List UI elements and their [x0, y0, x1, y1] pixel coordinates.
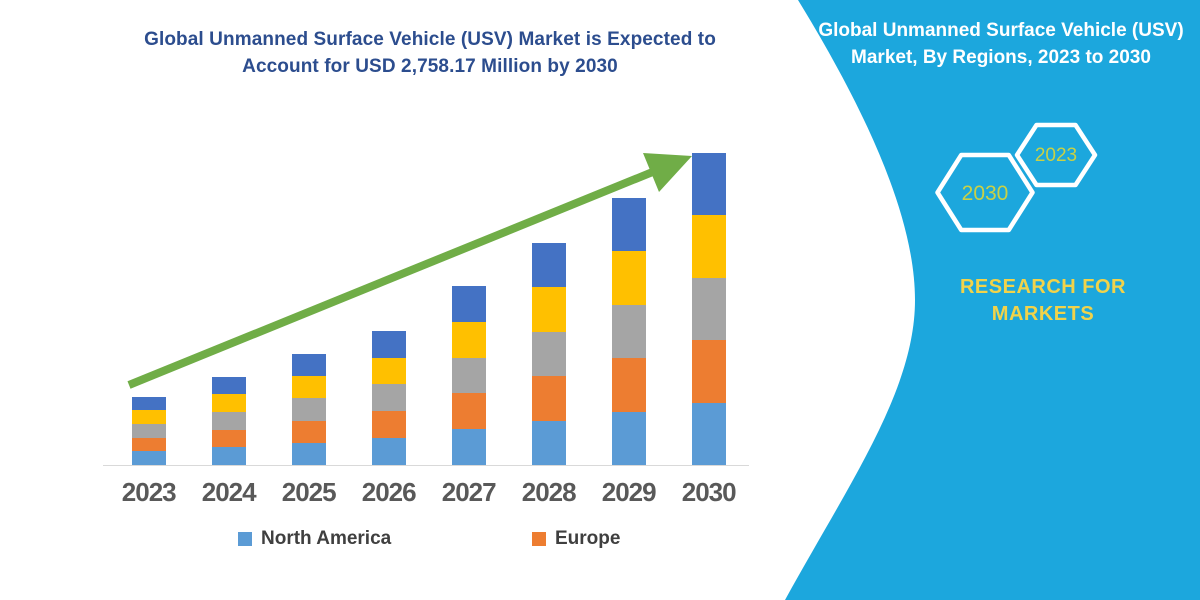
bar-segment-unlabeled-dark-blue — [451, 286, 486, 322]
bar-segment-europe — [211, 429, 246, 448]
bar-2027 — [451, 286, 486, 465]
bar-segment-unlabeled-gold — [531, 287, 566, 332]
legend-item-north-america: North America — [238, 528, 391, 550]
bar-segment-unlabeled-dark-blue — [691, 153, 726, 216]
bar-segment-unlabeled-gray — [291, 398, 326, 421]
x-tick-label-2027: 2027 — [441, 477, 497, 507]
chart: 2023 2024 2025 2026 2027 2028 2029 2030 — [103, 140, 749, 510]
hexagon-2030-badge-icon — [935, 152, 1035, 233]
legend-label: North America — [261, 528, 392, 549]
brand-wordmark: RESEARCH FOR MARKETS — [928, 274, 1158, 328]
legend-label: Europe — [555, 528, 621, 549]
bar-segment-unlabeled-dark-blue — [371, 330, 406, 358]
bar-segment-north-america — [211, 447, 246, 465]
bar-segment-unlabeled-gray — [451, 357, 486, 394]
bar-2029 — [611, 197, 646, 465]
x-tick-label-2026: 2026 — [361, 477, 417, 507]
x-tick-label-2023: 2023 — [121, 477, 177, 507]
bar-segment-unlabeled-dark-blue — [531, 242, 566, 287]
brand-line-1: RESEARCH FOR — [959, 276, 1126, 298]
bar-segment-north-america — [691, 402, 726, 465]
x-tick-label-2028: 2028 — [521, 477, 577, 507]
bar-segment-unlabeled-gray — [611, 304, 646, 358]
bar-segment-europe — [611, 358, 646, 412]
bar-segment-unlabeled-dark-blue — [131, 396, 166, 411]
bar-segment-unlabeled-gold — [211, 394, 246, 412]
bar-2023 — [131, 396, 166, 465]
bar-segment-unlabeled-gray — [131, 424, 166, 438]
x-tick-label-2025: 2025 — [281, 477, 337, 507]
bar-segment-unlabeled-gold — [291, 376, 326, 399]
hexagon-2023-badge-icon — [1014, 122, 1098, 188]
bar-segment-north-america — [611, 411, 646, 465]
bar-2028 — [531, 242, 566, 465]
bar-segment-north-america — [451, 429, 486, 465]
chart-legend: North America Europe — [0, 528, 760, 558]
bar-segment-unlabeled-gold — [611, 251, 646, 305]
panel-title: Global Unmanned Surface Vehicle (USV) Ma… — [818, 20, 1184, 68]
x-tick-label-2029: 2029 — [601, 477, 657, 507]
hexagon-2023-label: 2023 — [1034, 145, 1078, 166]
bar-segment-unlabeled-gray — [371, 384, 406, 412]
bar-2024 — [211, 376, 246, 465]
legend-swatch-icon — [532, 532, 546, 546]
chart-plot-area — [103, 140, 749, 466]
bar-segment-north-america — [371, 438, 406, 465]
bar-segment-unlabeled-gray — [691, 277, 726, 341]
bar-segment-europe — [131, 437, 166, 452]
bar-segment-unlabeled-dark-blue — [611, 197, 646, 251]
x-tick-label-2030: 2030 — [681, 477, 737, 507]
bar-segment-unlabeled-gray — [531, 331, 566, 376]
bar-segment-north-america — [531, 420, 566, 465]
bar-segment-unlabeled-gold — [691, 215, 726, 278]
bar-segment-europe — [451, 393, 486, 430]
legend-swatch-icon — [238, 532, 252, 546]
bar-segment-north-america — [291, 442, 326, 465]
bar-segment-unlabeled-gold — [131, 410, 166, 425]
bar-2025 — [291, 354, 326, 465]
side-panel-shape — [785, 0, 1200, 600]
chart-headline: Global Unmanned Surface Vehicle (USV) Ma… — [144, 29, 716, 77]
x-tick-label-2024: 2024 — [201, 477, 257, 507]
bar-segment-unlabeled-dark-blue — [291, 354, 326, 377]
hexagon-2030-label: 2030 — [961, 182, 1009, 205]
bar-segment-unlabeled-gray — [211, 411, 246, 430]
bar-segment-europe — [691, 340, 726, 403]
legend-item-europe: Europe — [532, 528, 620, 550]
bar-segment-europe — [371, 411, 406, 439]
bar-segment-north-america — [131, 451, 166, 465]
bar-segment-unlabeled-gold — [451, 321, 486, 358]
bar-segment-unlabeled-gold — [371, 357, 406, 385]
bar-2026 — [371, 330, 406, 465]
bar-segment-europe — [291, 420, 326, 443]
bar-segment-unlabeled-dark-blue — [211, 376, 246, 395]
brand-line-2: MARKETS — [991, 303, 1095, 325]
bar-2030 — [691, 153, 726, 465]
bar-segment-europe — [531, 376, 566, 421]
